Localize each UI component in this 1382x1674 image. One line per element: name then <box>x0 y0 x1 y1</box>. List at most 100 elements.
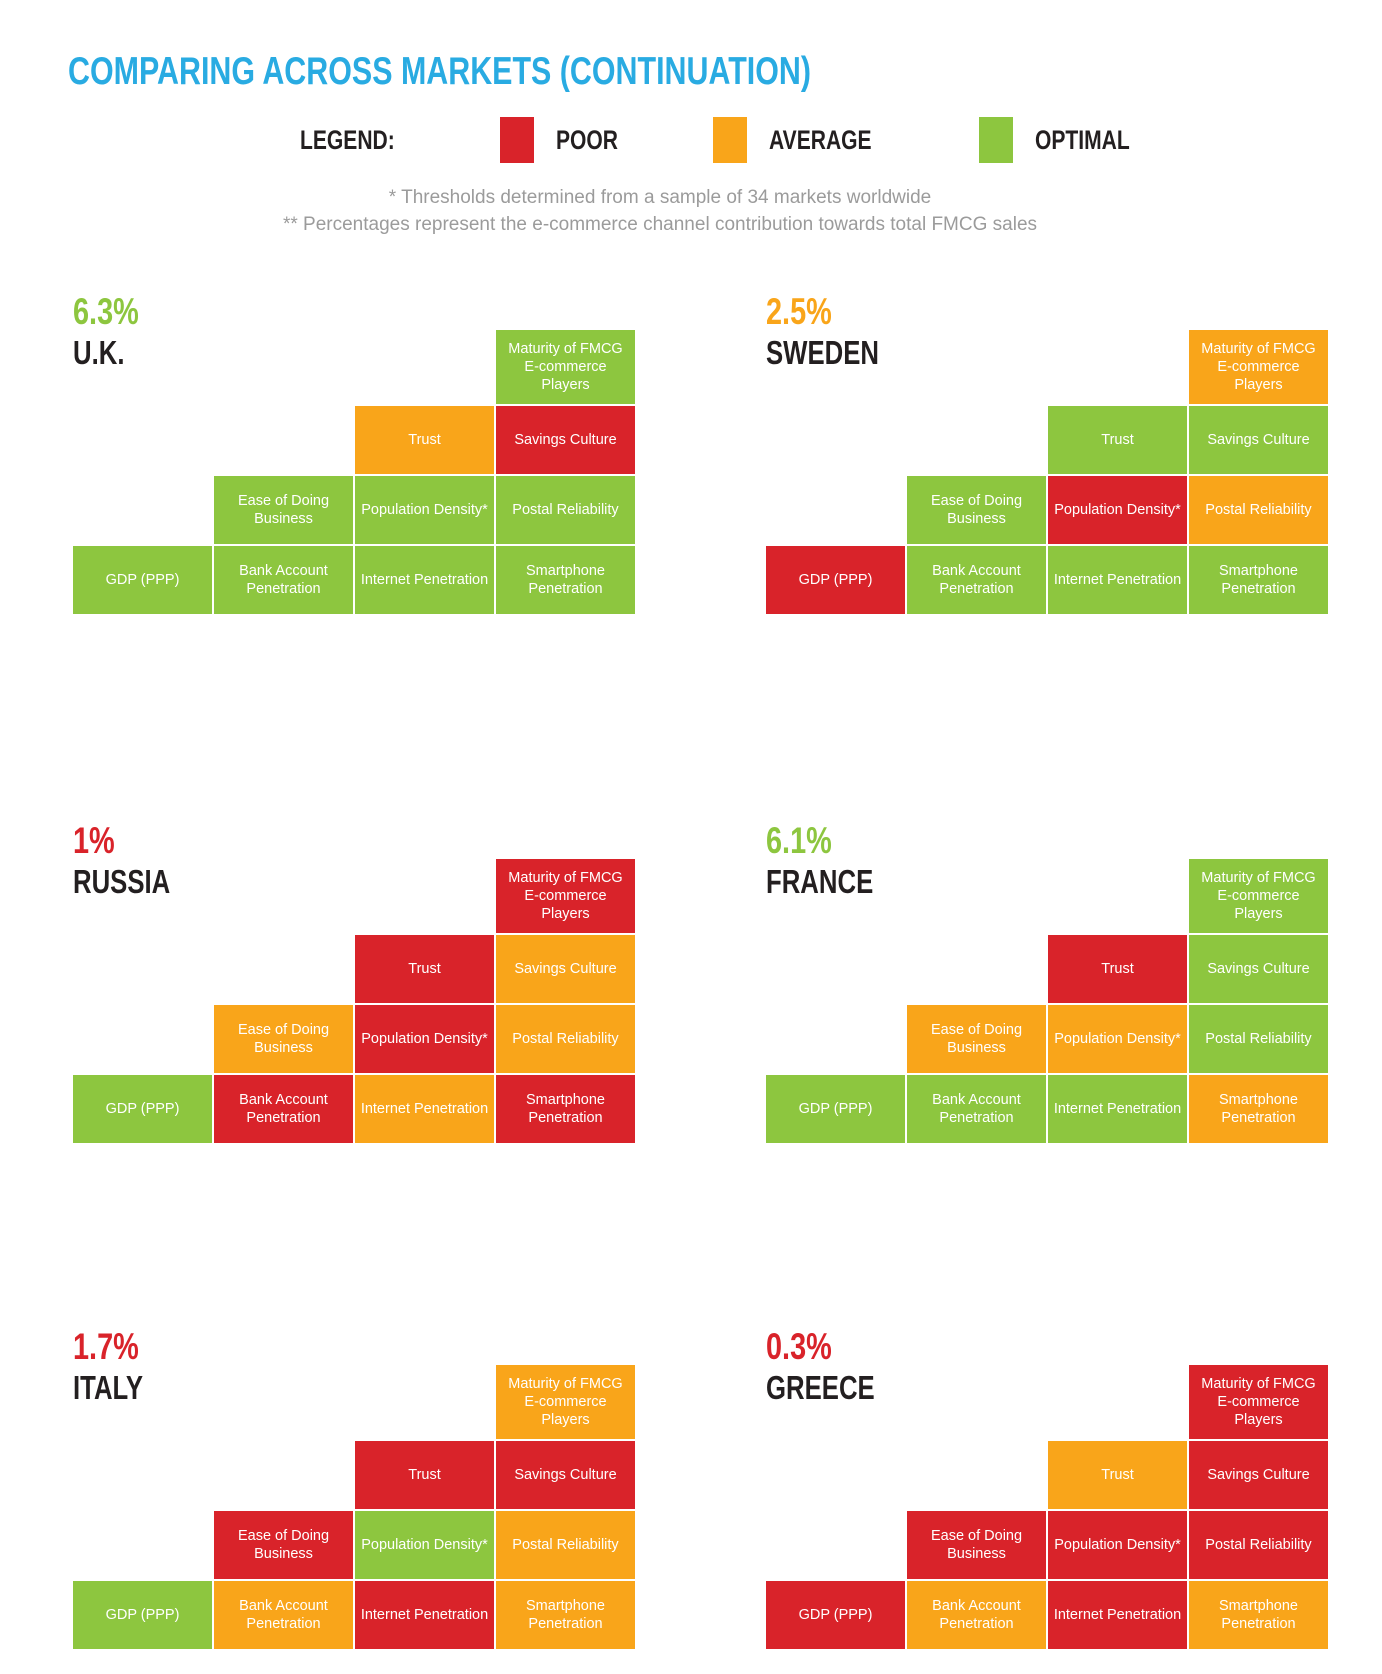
tile-ease-of-doing-business: Ease of Doing Business <box>907 476 1046 544</box>
tile-ease-of-doing-business: Ease of Doing Business <box>214 1511 353 1579</box>
market-name: U.K. <box>73 334 125 371</box>
tile-internet-penetration: Internet Penetration <box>355 1581 494 1649</box>
tile-gdp-ppp: GDP (PPP) <box>73 546 212 614</box>
tile-smartphone-penetration: Smartphone Penetration <box>496 546 635 614</box>
tile-trust: Trust <box>1048 935 1187 1003</box>
tile-trust: Trust <box>1048 406 1187 474</box>
page-title-text: COMPARING ACROSS MARKETS (CONTINUATION) <box>68 50 812 94</box>
market-label: 6.1% FRANCE <box>766 821 904 901</box>
tile-postal-reliability: Postal Reliability <box>496 1511 635 1579</box>
legend-label: LEGEND: <box>300 125 422 156</box>
market-ecommerce-share: 6.1% <box>766 820 832 861</box>
market-factor-stair: Maturity of FMCG E-commerce Players Trust… <box>73 330 635 614</box>
tile-maturity-of-fmcg-e-commerce-players: Maturity of FMCG E-commerce Players <box>496 330 635 404</box>
tile-savings-culture: Savings Culture <box>1189 1441 1328 1509</box>
legend-item-optimal-label: OPTIMAL <box>1035 125 1157 156</box>
tile-ease-of-doing-business: Ease of Doing Business <box>214 1005 353 1073</box>
tile-population-density: Population Density* <box>355 1005 494 1073</box>
tile-savings-culture: Savings Culture <box>496 935 635 1003</box>
tile-ease-of-doing-business: Ease of Doing Business <box>907 1005 1046 1073</box>
market-factor-stair: Maturity of FMCG E-commerce Players Trust… <box>73 859 635 1143</box>
tile-savings-culture: Savings Culture <box>1189 406 1328 474</box>
tile-population-density: Population Density* <box>355 476 494 544</box>
tile-population-density: Population Density* <box>1048 476 1187 544</box>
tile-maturity-of-fmcg-e-commerce-players: Maturity of FMCG E-commerce Players <box>496 1365 635 1439</box>
tile-postal-reliability: Postal Reliability <box>496 1005 635 1073</box>
tile-smartphone-penetration: Smartphone Penetration <box>1189 1581 1328 1649</box>
tile-trust: Trust <box>1048 1441 1187 1509</box>
page-title: COMPARING ACROSS MARKETS (CONTINUATION) <box>68 50 1021 94</box>
legend-item-poor-text: POOR <box>555 124 618 155</box>
tile-postal-reliability: Postal Reliability <box>496 476 635 544</box>
market-name: GREECE <box>766 1369 875 1406</box>
tile-smartphone-penetration: Smartphone Penetration <box>1189 546 1328 614</box>
tile-trust: Trust <box>355 935 494 1003</box>
tile-internet-penetration: Internet Penetration <box>355 546 494 614</box>
footnote-percentages: ** Percentages represent the e-commerce … <box>282 214 1038 235</box>
tile-maturity-of-fmcg-e-commerce-players: Maturity of FMCG E-commerce Players <box>1189 1365 1328 1439</box>
market-name: FRANCE <box>766 863 874 900</box>
tile-savings-culture: Savings Culture <box>496 1441 635 1509</box>
market-factor-stair: Maturity of FMCG E-commerce Players Trust… <box>766 330 1328 614</box>
tile-maturity-of-fmcg-e-commerce-players: Maturity of FMCG E-commerce Players <box>1189 330 1328 404</box>
market-ecommerce-share: 6.3% <box>73 291 139 332</box>
legend-item-optimal: OPTIMAL <box>978 117 1157 163</box>
market-factor-stair: Maturity of FMCG E-commerce Players Trust… <box>766 859 1328 1143</box>
market-ecommerce-share: 1.7% <box>73 1326 139 1367</box>
tile-ease-of-doing-business: Ease of Doing Business <box>214 476 353 544</box>
tile-postal-reliability: Postal Reliability <box>1189 1005 1328 1073</box>
tile-internet-penetration: Internet Penetration <box>1048 546 1187 614</box>
tile-trust: Trust <box>355 406 494 474</box>
market-ecommerce-share: 1% <box>73 820 115 861</box>
legend: LEGEND: POOR AVERAGE OPTIMAL <box>300 114 1156 166</box>
tile-savings-culture: Savings Culture <box>496 406 635 474</box>
market-name: RUSSIA <box>73 863 171 900</box>
legend-item-average-label: AVERAGE <box>769 125 901 156</box>
tile-gdp-ppp: GDP (PPP) <box>766 546 905 614</box>
tile-smartphone-penetration: Smartphone Penetration <box>496 1581 635 1649</box>
legend-label-text: LEGEND: <box>300 124 395 155</box>
market-factor-stair: Maturity of FMCG E-commerce Players Trust… <box>766 1365 1328 1649</box>
tile-bank-account-penetration: Bank Account Penetration <box>214 1581 353 1649</box>
footnote-thresholds: * Thresholds determined from a sample of… <box>388 187 932 208</box>
market-label: 2.5% SWEDEN <box>766 292 911 372</box>
tile-gdp-ppp: GDP (PPP) <box>73 1581 212 1649</box>
tile-bank-account-penetration: Bank Account Penetration <box>214 546 353 614</box>
tile-bank-account-penetration: Bank Account Penetration <box>907 1581 1046 1649</box>
tile-bank-account-penetration: Bank Account Penetration <box>907 546 1046 614</box>
tile-gdp-ppp: GDP (PPP) <box>766 1581 905 1649</box>
tile-gdp-ppp: GDP (PPP) <box>73 1075 212 1143</box>
footnotes: * Thresholds determined from a sample of… <box>0 184 1320 238</box>
average-color-swatch <box>713 117 748 163</box>
market-ecommerce-share: 0.3% <box>766 1326 832 1367</box>
tile-internet-penetration: Internet Penetration <box>1048 1581 1187 1649</box>
optimal-color-swatch <box>978 117 1013 163</box>
market-name: ITALY <box>73 1369 144 1406</box>
tile-savings-culture: Savings Culture <box>1189 935 1328 1003</box>
market-name: SWEDEN <box>766 334 879 371</box>
tile-population-density: Population Density* <box>355 1511 494 1579</box>
tile-population-density: Population Density* <box>1048 1005 1187 1073</box>
legend-item-optimal-text: OPTIMAL <box>1034 124 1130 155</box>
tile-smartphone-penetration: Smartphone Penetration <box>1189 1075 1328 1143</box>
tile-maturity-of-fmcg-e-commerce-players: Maturity of FMCG E-commerce Players <box>496 859 635 933</box>
tile-maturity-of-fmcg-e-commerce-players: Maturity of FMCG E-commerce Players <box>1189 859 1328 933</box>
tile-internet-penetration: Internet Penetration <box>355 1075 494 1143</box>
market-label: 0.3% GREECE <box>766 1327 905 1407</box>
tile-trust: Trust <box>355 1441 494 1509</box>
tile-ease-of-doing-business: Ease of Doing Business <box>907 1511 1046 1579</box>
legend-item-poor-label: POOR <box>556 125 636 156</box>
tile-bank-account-penetration: Bank Account Penetration <box>907 1075 1046 1143</box>
market-ecommerce-share: 2.5% <box>766 291 832 332</box>
poor-color-swatch <box>499 117 534 163</box>
market-label: 6.3% U.K. <box>73 292 157 372</box>
legend-item-average-text: AVERAGE <box>769 124 872 155</box>
tile-population-density: Population Density* <box>1048 1511 1187 1579</box>
tile-postal-reliability: Postal Reliability <box>1189 1511 1328 1579</box>
legend-item-poor: POOR <box>499 117 636 163</box>
market-label: 1% RUSSIA <box>73 821 198 901</box>
tile-bank-account-penetration: Bank Account Penetration <box>214 1075 353 1143</box>
legend-item-average: AVERAGE <box>713 117 901 163</box>
tile-postal-reliability: Postal Reliability <box>1189 476 1328 544</box>
market-label: 1.7% ITALY <box>73 1327 163 1407</box>
